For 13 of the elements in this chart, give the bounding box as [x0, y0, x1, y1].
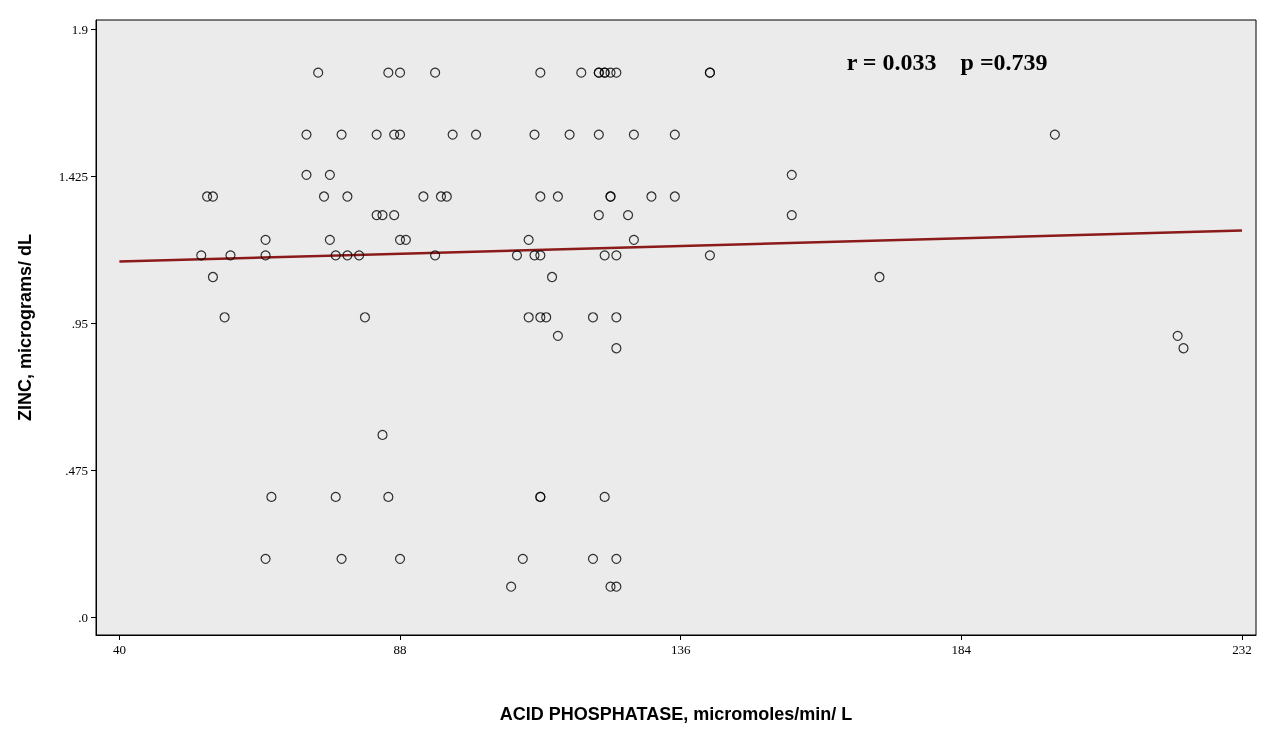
y-tick-label: 1.9 — [71, 21, 88, 37]
x-tick-label: 136 — [670, 642, 691, 657]
annotation: r = 0.033 p =0.739 — [846, 49, 1048, 75]
y-tick-label: .0 — [78, 610, 88, 626]
x-tick-label: 88 — [393, 642, 407, 657]
y-tick-label: .475 — [65, 463, 88, 479]
x-tick-label: 40 — [112, 642, 126, 657]
x-axis-title: ACID PHOSPHATASE, micromoles/min/ L — [499, 704, 853, 724]
y-axis-title: ZINC, micrograms/ dL — [15, 233, 35, 422]
y-tick-label: 1.425 — [58, 168, 88, 184]
y-tick-label: .95 — [71, 315, 88, 331]
x-tick-label: 184 — [951, 642, 972, 657]
x-tick-label: 232 — [1232, 642, 1252, 657]
